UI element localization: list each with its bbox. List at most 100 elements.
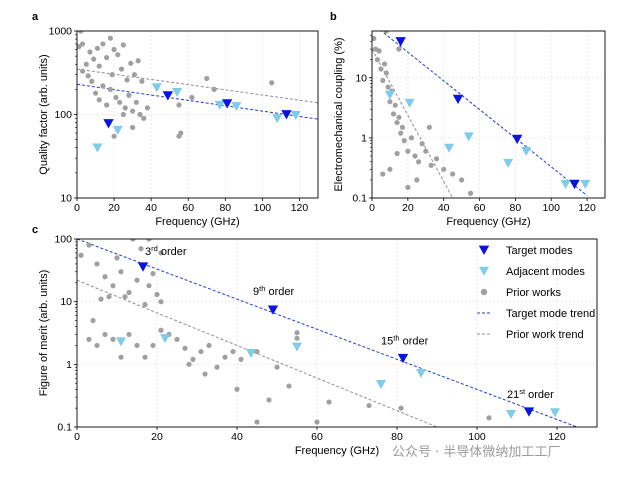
adjacent-mode-point bbox=[376, 380, 386, 390]
panel-label: c bbox=[32, 224, 38, 236]
order-suffix: order bbox=[265, 286, 294, 298]
prior-work-point bbox=[426, 124, 432, 130]
target-mode-point bbox=[267, 305, 279, 315]
prior-work-point bbox=[102, 274, 108, 280]
adjacent-mode-point bbox=[463, 132, 474, 142]
adjacent-mode-point bbox=[292, 342, 302, 352]
prior-work-point bbox=[133, 99, 139, 105]
prior-work-point bbox=[405, 148, 411, 154]
prior-work-point bbox=[150, 271, 156, 277]
x-axis-label: Frequency (GHz) bbox=[295, 445, 379, 457]
prior-work-point bbox=[94, 261, 100, 267]
prior-work-point bbox=[399, 124, 406, 130]
order-suffix: order bbox=[158, 246, 187, 258]
adjacent-mode-point bbox=[272, 114, 283, 124]
order-annotation: 3rd order bbox=[145, 244, 187, 258]
prior-work-point bbox=[238, 356, 244, 362]
legend-label: Adjacent modes bbox=[506, 266, 585, 278]
prior-work-point bbox=[100, 83, 106, 89]
x-tick-label: 80 bbox=[391, 431, 403, 443]
prior-work-point bbox=[142, 301, 148, 308]
prior-work-point bbox=[111, 133, 117, 139]
watermark: 公众号 · 半导体微纳加工工厂 bbox=[392, 445, 561, 460]
prior-work-point bbox=[190, 356, 196, 362]
adjacent-mode-point bbox=[560, 179, 571, 189]
prior-work-point bbox=[85, 73, 91, 79]
x-tick-label: 120 bbox=[548, 431, 566, 443]
prior-work-point bbox=[150, 342, 156, 349]
prior-work-point bbox=[467, 190, 474, 196]
y-tick-label: 1000 bbox=[49, 26, 73, 38]
prior-work-point bbox=[269, 80, 275, 86]
prior-work-point bbox=[110, 283, 116, 289]
x-tick-label: 0 bbox=[369, 202, 375, 214]
prior-work-point bbox=[206, 342, 212, 349]
prior-work-point bbox=[138, 246, 144, 252]
prior-work-point bbox=[107, 35, 113, 41]
prior-work-point bbox=[396, 114, 402, 120]
prior-work-point bbox=[211, 86, 217, 92]
x-tick-label: 120 bbox=[578, 202, 596, 214]
prior-work-point bbox=[135, 58, 141, 64]
prior-work-point bbox=[186, 361, 192, 367]
prior-work-point bbox=[122, 294, 128, 300]
panel-a: 0 20 40 60 80 100 120 10 100 1000 Frequency (GHz) Q… bbox=[32, 11, 319, 228]
adjacent-mode-point bbox=[160, 334, 170, 344]
prior-work-point bbox=[381, 61, 388, 67]
prior-work-point bbox=[234, 386, 240, 392]
prior-work-point bbox=[394, 150, 400, 157]
prior-work-point bbox=[146, 239, 152, 242]
adjacent-mode-point bbox=[521, 146, 532, 156]
legend-label: Target modes bbox=[506, 245, 573, 257]
y-tick-label: 10 bbox=[60, 296, 72, 308]
y-axis-label: Figure of merit (arb. units) bbox=[38, 270, 50, 397]
prior-work-point bbox=[118, 66, 125, 72]
adjacent-mode-point bbox=[246, 349, 256, 359]
target-mode-trend-line bbox=[380, 31, 588, 196]
prior-work-point bbox=[392, 102, 398, 108]
order-superscript: th bbox=[393, 333, 399, 342]
y-tick-label: 100 bbox=[54, 234, 72, 246]
target-mode-point bbox=[569, 179, 580, 190]
prior-work-point bbox=[326, 399, 332, 405]
y-tick-label: 0.1 bbox=[352, 193, 367, 205]
prior-work-point bbox=[86, 336, 92, 342]
prior-work-point bbox=[113, 94, 119, 101]
prior-work-point bbox=[118, 269, 124, 275]
panel-c: 0 20 40 60 80 100 120 0.1 1 10 100 Frequency (GHz) F… bbox=[32, 224, 598, 457]
axes-frame bbox=[371, 30, 606, 199]
prior-work-point bbox=[118, 354, 124, 360]
prior-work-trend-line bbox=[77, 68, 318, 104]
prior-work-point bbox=[114, 255, 120, 261]
adjacent-mode-point bbox=[151, 83, 162, 93]
prior-work-point bbox=[134, 342, 140, 349]
prior-work-point bbox=[189, 94, 195, 101]
prior-work-point bbox=[214, 364, 220, 370]
x-tick-label: 80 bbox=[510, 202, 522, 214]
y-axis-label: Quality factor (arb. units) bbox=[38, 54, 50, 174]
prior-work-point bbox=[92, 90, 99, 96]
prior-work-point bbox=[141, 115, 147, 121]
prior-work-point bbox=[158, 299, 164, 305]
prior-work-point bbox=[286, 383, 292, 389]
x-tick-label: 0 bbox=[74, 431, 80, 443]
target-mode-point bbox=[452, 94, 464, 105]
prior-work-point bbox=[78, 31, 84, 34]
prior-work-point bbox=[401, 138, 407, 144]
x-tick-label: 100 bbox=[542, 202, 560, 214]
plot-area bbox=[372, 31, 591, 198]
target-mode-point bbox=[103, 119, 114, 129]
x-tick-label: 20 bbox=[108, 202, 120, 214]
prior-work-point bbox=[154, 291, 160, 298]
prior-work-point bbox=[102, 331, 108, 338]
order-superscript: st bbox=[519, 387, 526, 396]
prior-work-point bbox=[83, 61, 89, 67]
adjacent-mode-point bbox=[116, 337, 126, 347]
order-suffix: order bbox=[525, 389, 554, 401]
prior-work-point bbox=[139, 78, 145, 84]
adjacent-mode-point bbox=[172, 87, 183, 97]
prior-work-point bbox=[110, 336, 116, 342]
x-tick-label: 40 bbox=[231, 431, 243, 443]
prior-work-point bbox=[142, 354, 148, 360]
